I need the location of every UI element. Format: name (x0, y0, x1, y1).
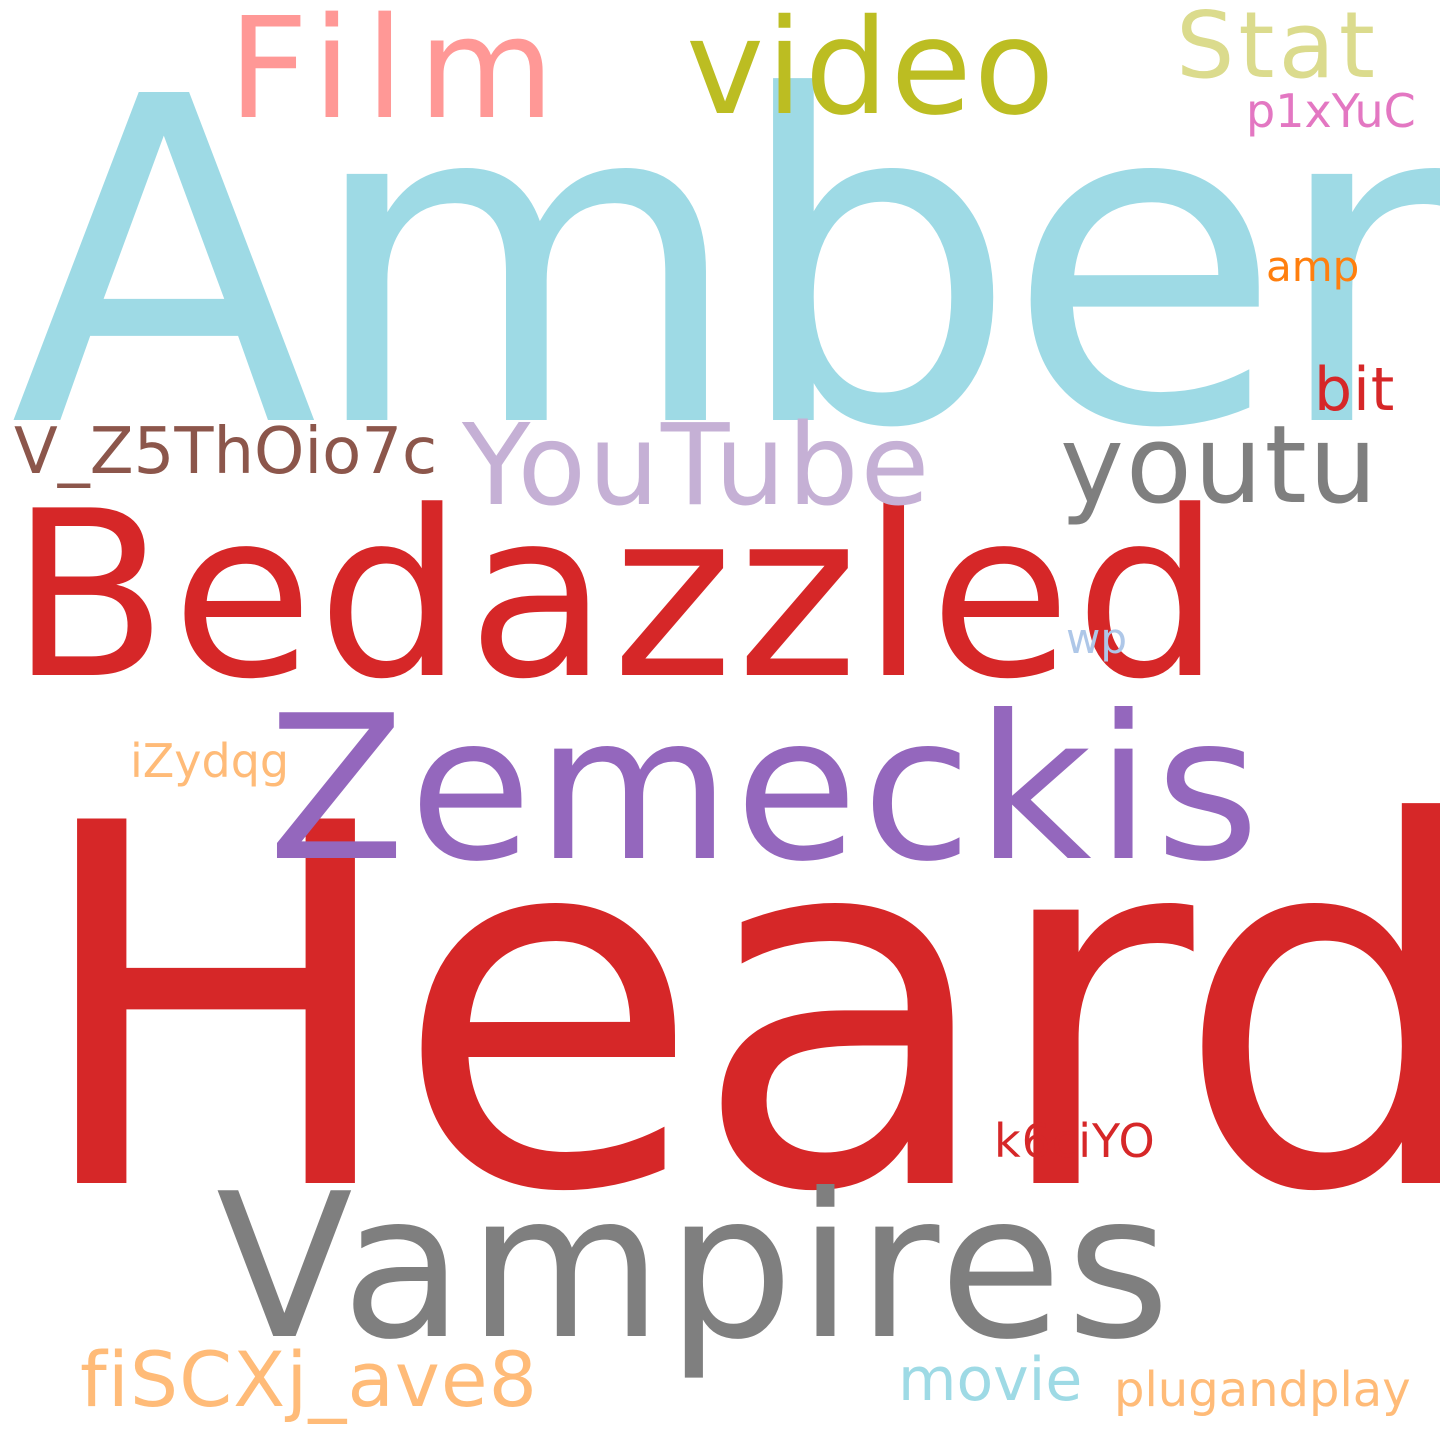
word-video: video (686, 0, 1057, 145)
word-bedazzled: Bedazzled (10, 463, 1226, 730)
word-v-z5thoio7c: V_Z5ThOio7c (14, 415, 438, 489)
word-youtube: YouTube (462, 401, 932, 531)
word-heard: Heard (28, 719, 1440, 1301)
word-amp: amp (1266, 242, 1360, 291)
word-k6ciyo: k6ciYO (994, 1114, 1156, 1168)
word-film: Film (228, 0, 569, 151)
word-movie: movie (898, 1345, 1083, 1415)
word-youtu: youtu (1060, 403, 1380, 528)
word-bit: bit (1314, 355, 1396, 425)
word-amber: Amber (10, 3, 1440, 527)
word-fiscxj-ave8: fiSCXj_ave8 (80, 1335, 539, 1424)
word-p1xyuc: p1xYuC (1246, 84, 1416, 138)
word-wp: wp (1066, 614, 1128, 663)
word-izydqg: iZydqg (130, 734, 290, 788)
word-zemeckis: Zemeckis (268, 673, 1264, 906)
word-vampires: Vampires (216, 1151, 1175, 1384)
word-plugandplay: plugandplay (1114, 1362, 1411, 1418)
word-stat: Stat (1176, 0, 1379, 99)
